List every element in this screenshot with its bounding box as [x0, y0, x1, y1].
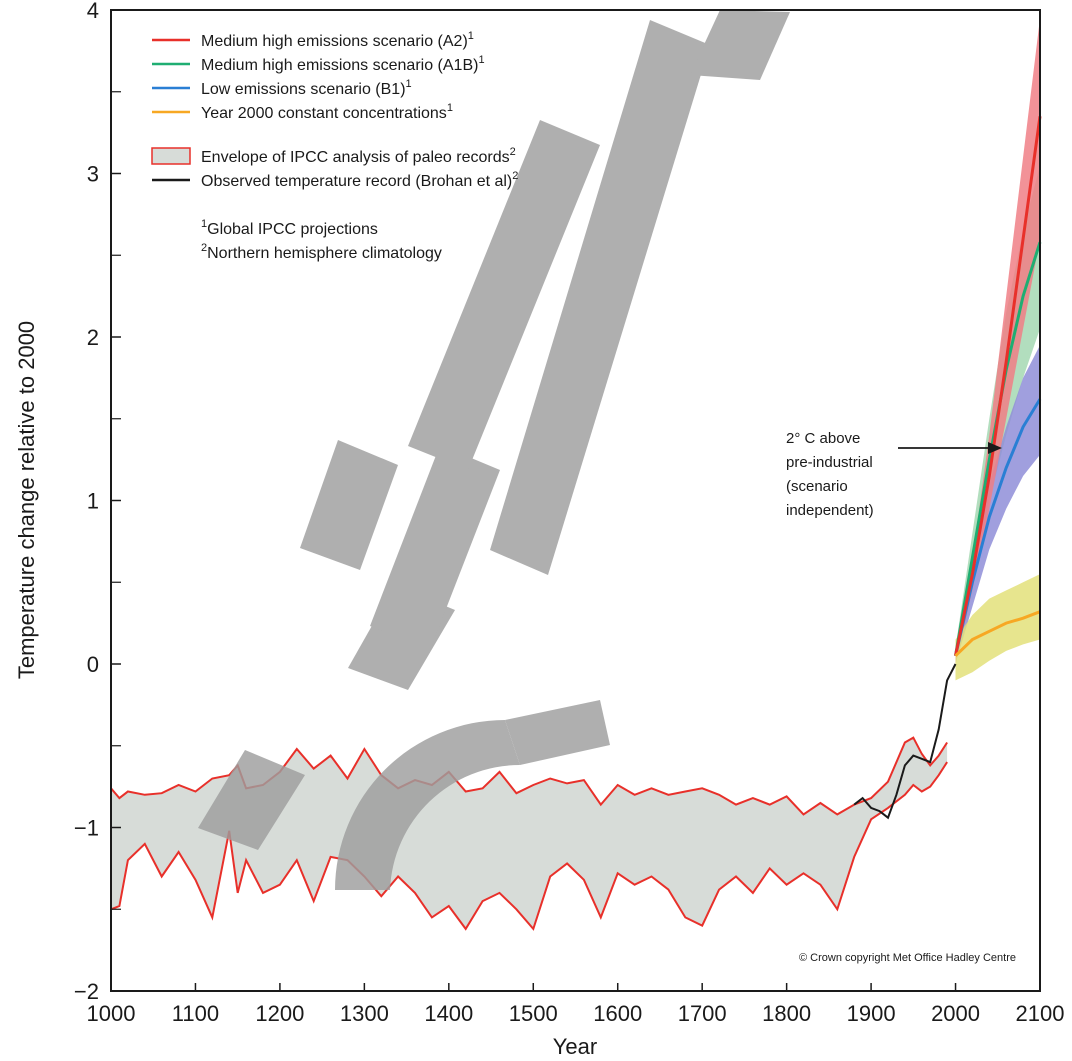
y-tick-label: 4	[87, 0, 99, 23]
copyright-text: © Crown copyright Met Office Hadley Cent…	[799, 952, 1016, 964]
watermark-stroke-6	[408, 120, 600, 470]
x-axis: 1000 1100 1200 1300 1400 1500 1600 1700 1800 1900…	[87, 983, 1065, 1026]
x-tick-label: 1500	[509, 1001, 558, 1026]
x-tick-label: 1300	[340, 1001, 389, 1026]
legend-label: Observed temperature record (Brohan et a…	[201, 170, 518, 190]
footnote: 2Northern hemisphere climatology	[201, 242, 442, 262]
watermark-stroke-1	[490, 20, 710, 575]
x-tick-label: 2100	[1016, 1001, 1065, 1026]
y-tick-label: −1	[74, 816, 99, 841]
paleo-envelope-lower	[110, 761, 948, 931]
legend-label: Medium high emissions scenario (A1B)1	[201, 54, 485, 74]
watermark-stroke-2	[300, 440, 398, 570]
annotation-text: pre-industrial	[786, 454, 873, 471]
annotation-text: 2° C above	[786, 430, 860, 447]
scenario-line	[954, 610, 1041, 657]
x-tick-label: 1900	[847, 1001, 896, 1026]
watermark-stroke-5	[370, 445, 500, 650]
x-tick-label: 1400	[424, 1001, 473, 1026]
observed-line	[853, 663, 957, 820]
scenario-band	[955, 345, 1040, 664]
observed-layer	[853, 663, 957, 820]
legend-swatch	[151, 147, 191, 165]
annotation-text: (scenario	[786, 478, 848, 495]
footnote: 1Global IPCC projections	[201, 218, 378, 238]
annotation-text: independent)	[786, 502, 874, 519]
x-tick-label: 2000	[931, 1001, 980, 1026]
legend-label: Medium high emissions scenario (A2)1	[201, 30, 474, 50]
y-tick-label: 0	[87, 652, 99, 677]
x-tick-label: 1700	[678, 1001, 727, 1026]
scenario-line	[954, 116, 1042, 657]
watermark-block	[505, 700, 610, 765]
watermark	[198, 10, 790, 890]
watermark-stroke-7	[690, 10, 790, 80]
x-tick-label: 1600	[593, 1001, 642, 1026]
x-axis-title: Year	[553, 1034, 597, 1059]
y-tick-label: −2	[74, 979, 99, 1004]
y-tick-label: 3	[87, 162, 99, 187]
legend-label: Year 2000 constant concentrations1	[201, 102, 453, 122]
annotation-arrow-head	[988, 442, 1002, 454]
y-axis-title: Temperature change relative to 2000	[14, 321, 39, 679]
y-tick-label: 1	[87, 489, 99, 514]
legend: Medium high emissions scenario (A2)1 Medi…	[151, 30, 518, 262]
x-tick-label: 1000	[87, 1001, 136, 1026]
legend-label: Low emissions scenario (B1)1	[201, 78, 412, 98]
x-tick-label: 1800	[762, 1001, 811, 1026]
annotation: 2° C above pre-industrial (scenario indepen…	[786, 430, 1002, 519]
paleo-envelope-fill	[111, 737, 948, 929]
x-tick-label: 1100	[172, 1001, 219, 1026]
legend-label: Envelope of IPCC analysis of paleo recor…	[201, 146, 516, 166]
y-axis: −2 −1 0 1 2 3 4	[74, 0, 121, 1004]
x-tick-label: 1200	[255, 1001, 304, 1026]
watermark-stroke-4	[198, 750, 305, 850]
scenario-lines-layer	[954, 116, 1042, 657]
watermark-arc	[335, 720, 520, 890]
y-tick-label: 2	[87, 325, 99, 350]
